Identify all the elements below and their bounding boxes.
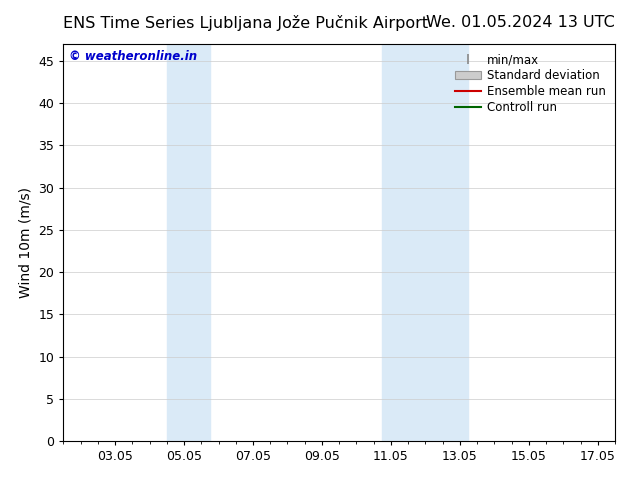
Bar <box>382 44 469 441</box>
Text: ENS Time Series Ljubljana Jože Pučnik Airport: ENS Time Series Ljubljana Jože Pučnik Ai… <box>63 15 429 31</box>
Text: © weatheronline.in: © weatheronline.in <box>69 50 197 63</box>
Text: We. 01.05.2024 13 UTC: We. 01.05.2024 13 UTC <box>426 15 615 30</box>
Legend: min/max, Standard deviation, Ensemble mean run, Controll run: min/max, Standard deviation, Ensemble me… <box>451 50 609 118</box>
Bar <box>167 44 210 441</box>
Y-axis label: Wind 10m (m/s): Wind 10m (m/s) <box>19 187 33 298</box>
